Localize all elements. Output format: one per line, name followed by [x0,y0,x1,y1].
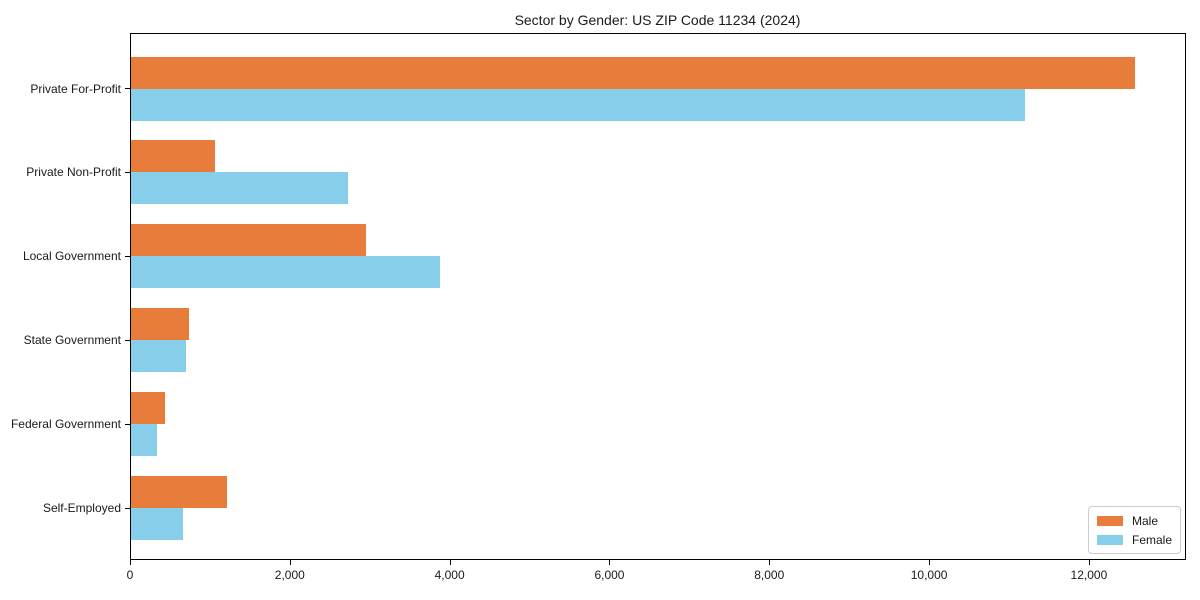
x-axis-label-2000: 2,000 [274,568,305,582]
plot-area [130,33,1186,560]
bar-female-private-for-profit [131,88,1025,121]
y-axis-label-state-government: State Government [23,333,121,348]
bar-male-private-non-profit [131,140,215,173]
legend-label-male: Male [1132,513,1159,528]
x-axis-label-0: 0 [126,568,134,582]
x-tick-8000 [769,560,771,565]
bar-male-state-government [131,308,189,341]
x-tick-12000 [1088,560,1090,565]
legend-label-female: Female [1132,532,1173,547]
y-tick-private-for-profit [125,88,130,89]
x-axis-label-6000: 6,000 [594,568,625,582]
bar-male-local-government [131,224,366,257]
bar-female-local-government [131,256,440,289]
y-axis-label-private-non-profit: Private Non-Profit [26,165,121,180]
x-tick-4000 [449,560,451,565]
y-tick-federal-government [125,423,130,425]
legend: Male Female [1088,506,1181,554]
y-axis-label-private-for-profit: Private For-Profit [30,81,121,96]
legend-item-male: Male [1097,514,1172,528]
bar-male-self-employed [131,476,227,508]
x-axis-label-8000: 8,000 [754,568,785,582]
x-tick-2000 [289,560,291,565]
x-axis-label-4000: 4,000 [434,568,465,582]
legend-swatch-male [1097,515,1123,526]
bar-female-self-employed [131,508,183,540]
bar-female-state-government [131,340,186,373]
chart-title: Sector by Gender: US ZIP Code 11234 (202… [514,12,801,28]
x-tick-0 [130,560,131,565]
bar-male-private-for-profit [131,56,1135,89]
x-axis-label-12000: 12,000 [1070,568,1108,582]
x-tick-6000 [609,560,611,565]
legend-item-female: Female [1097,533,1172,547]
bar-male-federal-government [131,392,165,425]
bar-female-private-non-profit [131,172,348,205]
y-axis-label-self-employed: Self-Employed [42,501,121,515]
x-tick-10000 [929,560,931,565]
legend-swatch-female [1097,534,1123,545]
y-tick-local-government [125,255,130,257]
y-tick-state-government [125,339,130,341]
bar-female-federal-government [131,424,157,457]
y-tick-self-employed [125,507,130,509]
y-axis-label-local-government: Local Government [22,249,121,264]
y-tick-private-non-profit [125,171,130,173]
y-axis-label-federal-government: Federal Government [10,417,121,432]
x-axis-label-10000: 10,000 [910,568,948,582]
